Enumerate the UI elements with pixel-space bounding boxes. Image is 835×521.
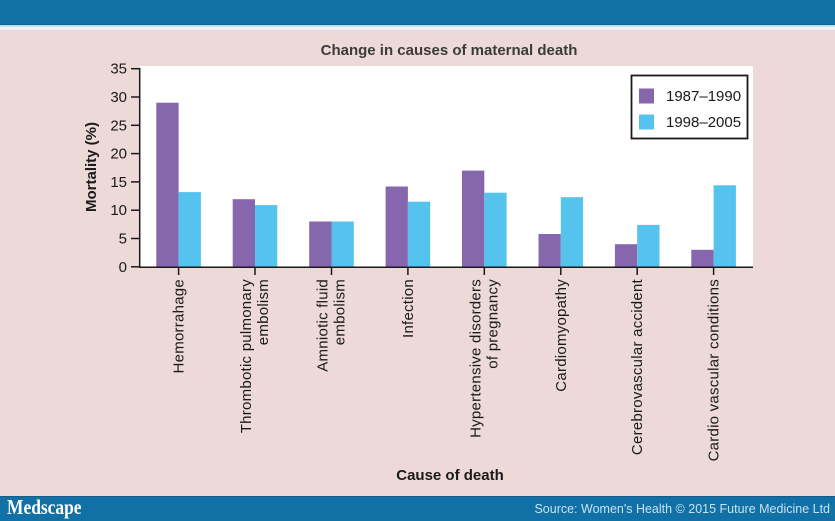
svg-text:of pregnancy: of pregnancy	[484, 279, 501, 369]
svg-text:Amniotic fluid: Amniotic fluid	[315, 279, 332, 372]
svg-text:Hemorrahage: Hemorrahage	[171, 279, 188, 373]
svg-text:Cardio vascular conditions: Cardio vascular conditions	[706, 279, 723, 461]
svg-text:Change in causes of maternal d: Change in causes of maternal death	[321, 42, 578, 59]
svg-text:Infection: Infection	[400, 279, 417, 338]
svg-text:20: 20	[110, 146, 127, 163]
svg-text:15: 15	[110, 174, 127, 191]
svg-text:1998–2005: 1998–2005	[666, 114, 741, 131]
svg-text:30: 30	[110, 89, 127, 106]
svg-text:10: 10	[110, 202, 127, 219]
svg-text:5: 5	[119, 231, 127, 248]
svg-text:Mortality (%): Mortality (%)	[83, 122, 100, 212]
svg-text:embolism: embolism	[332, 279, 349, 345]
svg-text:embolism: embolism	[255, 279, 272, 345]
svg-text:Cause of death: Cause of death	[396, 467, 504, 484]
svg-text:Cerebrovascular accident: Cerebrovascular accident	[629, 278, 646, 455]
svg-text:Thrombotic pulmonary: Thrombotic pulmonary	[238, 279, 255, 433]
svg-text:Hypertensive disorders: Hypertensive disorders	[467, 279, 484, 438]
svg-text:Cardiomyopathy: Cardiomyopathy	[553, 279, 570, 392]
svg-text:1987–1990: 1987–1990	[666, 88, 741, 105]
svg-text:25: 25	[110, 117, 127, 134]
svg-text:35: 35	[110, 61, 127, 78]
svg-text:0: 0	[119, 259, 127, 276]
